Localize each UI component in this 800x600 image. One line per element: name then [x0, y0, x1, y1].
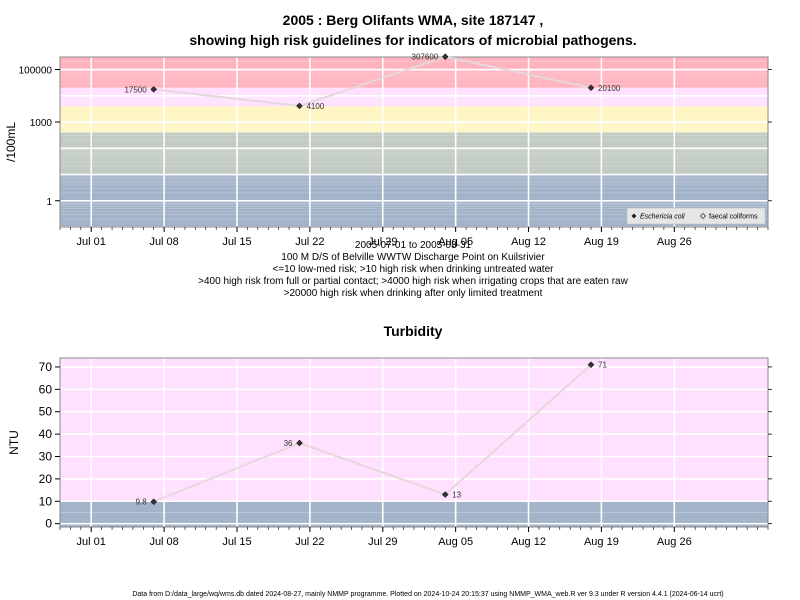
x-tick-label: Jul 08: [149, 536, 178, 548]
y-tick-label: 60: [39, 382, 53, 396]
x-tick-label: Aug 05: [438, 236, 473, 248]
x-tick-label: Aug 12: [511, 536, 546, 548]
x-tick-label: Jul 08: [149, 236, 178, 248]
legend-box: [626, 207, 766, 225]
data-label: 13: [452, 491, 461, 500]
caption-guideline-3: >20000 high risk when drinking after onl…: [284, 288, 543, 299]
data-point: [150, 498, 158, 506]
data-label: 36: [284, 439, 293, 448]
caption-guideline-2: >400 high risk from full or partial cont…: [198, 276, 628, 287]
y-tick-label: 40: [39, 427, 53, 441]
x-tick-label: Jul 22: [295, 536, 324, 548]
legend-marker-filled: [631, 213, 637, 219]
chart-title-line2: showing high risk guidelines for indicat…: [189, 32, 636, 48]
x-tick-label: Aug 26: [657, 536, 692, 548]
x-tick-label: Jul 22: [295, 236, 324, 248]
series-line: [153, 363, 592, 503]
x-tick-label: Jul 15: [222, 236, 251, 248]
y-tick-label: 1: [46, 197, 52, 208]
data-label: 9.8: [136, 498, 148, 507]
data-point: [441, 53, 449, 61]
data-label: 4100: [306, 102, 324, 111]
x-tick-label: Jul 15: [222, 536, 251, 548]
y-tick-label: 0: [45, 517, 52, 531]
x-tick-label: Aug 05: [438, 536, 473, 548]
caption-date-range: 2005-07-01 to 2005-08-31: [355, 240, 472, 251]
data-point: [587, 84, 595, 92]
x-tick-label: Aug 19: [584, 536, 619, 548]
x-tick-label: Jul 29: [368, 536, 397, 548]
x-tick-label: Jul 01: [77, 536, 106, 548]
risk-band: [60, 106, 768, 133]
turbidity-panel: Jul 01 Jul 08 Jul 15 Jul 22 Jul 29 Aug 05 Aug …: [7, 355, 772, 548]
legend-entry-faecal: faecal coliforms: [709, 214, 758, 221]
data-label: 307600: [412, 53, 439, 62]
turbidity-title: Turbidity: [384, 323, 443, 339]
x-tick-label: Jul 29: [368, 236, 397, 248]
data-point: [441, 491, 449, 498]
y-axis-label: /100mL: [4, 122, 18, 162]
data-point: [587, 361, 595, 369]
legend-marker-open: [700, 213, 706, 219]
caption-location: 100 M D/S of Belville WWTW Discharge Poi…: [281, 252, 545, 263]
risk-band: [60, 57, 768, 88]
x-tick-label: Jul 01: [77, 236, 106, 248]
y-tick-label: 70: [39, 360, 53, 374]
y-tick-label: 20: [39, 472, 53, 486]
legend: Eschericia coli faecal coliforms: [626, 207, 766, 225]
y-axis-label: NTU: [7, 430, 21, 455]
footer-note: Data from D:/data_large/wq/wms.db dated …: [132, 591, 723, 598]
x-tick-label: Aug 19: [584, 236, 619, 248]
risk-band: [60, 358, 768, 502]
data-point: [296, 439, 303, 447]
y-tick-label: 30: [39, 449, 53, 463]
data-label: 71: [598, 361, 607, 370]
y-tick-label: 1000: [30, 118, 53, 129]
risk-band: [60, 132, 768, 175]
legend-entry-ecoli: Eschericia coli: [640, 214, 685, 221]
y-tick-label: 100000: [19, 66, 53, 77]
x-tick-label: Aug 12: [511, 236, 546, 248]
y-tick-label: 50: [39, 405, 53, 419]
chart-title-line1: 2005 : Berg Olifants WMA, site 187147 ,: [283, 12, 544, 28]
caption-guideline-1: <=10 low-med risk; >10 high risk when dr…: [273, 264, 555, 275]
data-label: 17500: [124, 85, 147, 94]
ecoli-panel: Jul 01 Jul 08 Jul 15 Jul 22 Jul 29 Aug 05 Aug …: [4, 53, 772, 248]
series-line: [153, 55, 592, 107]
x-tick-label: Aug 26: [657, 236, 692, 248]
data-point: [150, 86, 158, 93]
data-point: [296, 102, 303, 110]
data-label: 20100: [598, 84, 621, 93]
y-tick-label: 10: [39, 494, 53, 508]
risk-band: [60, 501, 768, 527]
